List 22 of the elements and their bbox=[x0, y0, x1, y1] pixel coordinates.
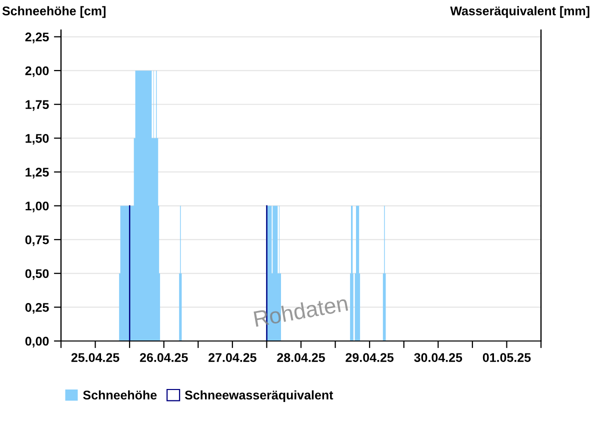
legend-label: Schneewasseräquivalent bbox=[184, 390, 334, 402]
y-tick-label: 0,75 bbox=[25, 235, 49, 246]
y-tick-label: 0,00 bbox=[25, 336, 49, 348]
x-tick-label: 25.04.25 bbox=[71, 353, 120, 362]
y-tick-label: 1,50 bbox=[26, 134, 49, 145]
y-tick-label: 0,50 bbox=[25, 269, 49, 280]
y-tick-label: 1,25 bbox=[26, 168, 49, 178]
y-axis-title: Schneehöhe [cm] bbox=[2, 6, 106, 18]
y-tick-label: 1,00 bbox=[26, 202, 49, 212]
y2-axis-title: Wasseräquivalent [mm] bbox=[450, 6, 590, 18]
y-tick-label: 2,00 bbox=[25, 66, 49, 78]
x-tick-label: 01.05.25 bbox=[482, 353, 531, 362]
x-tick-label: 29.04.25 bbox=[346, 353, 394, 362]
annotation: Rohdaten bbox=[254, 294, 348, 327]
y-tick-label: 0,25 bbox=[25, 302, 49, 314]
y-tick-label: 1,75 bbox=[26, 100, 49, 111]
x-tick-label: 28.04.25 bbox=[277, 353, 325, 362]
x-tick-label: 26.04.25 bbox=[140, 353, 188, 362]
y-tick-label: 2,25 bbox=[25, 32, 49, 44]
legend-label: Schneehöhe bbox=[83, 390, 157, 400]
x-tick-label: 30.04.25 bbox=[414, 353, 462, 362]
x-tick-label: 27.04.25 bbox=[208, 353, 256, 362]
